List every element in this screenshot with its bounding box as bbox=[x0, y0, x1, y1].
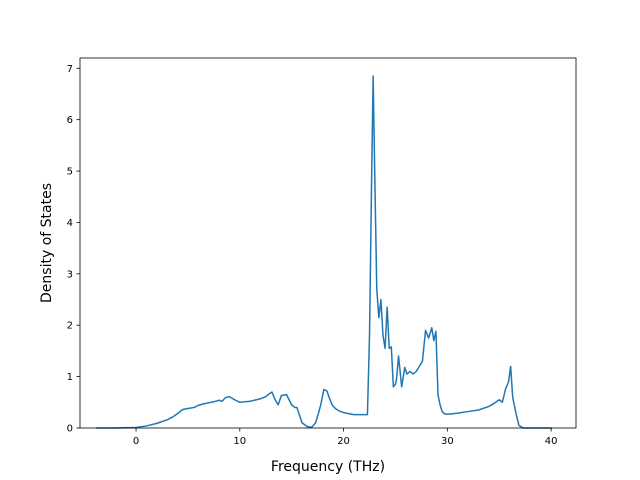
dos-series-line bbox=[95, 75, 552, 429]
y-tick-label: 0 bbox=[67, 424, 73, 435]
x-tick-label: 20 bbox=[337, 436, 350, 447]
x-tick-label: 40 bbox=[545, 436, 558, 447]
y-axis-ticks: 0 1 2 3 4 5 6 7 bbox=[67, 64, 80, 435]
y-tick-label: 1 bbox=[67, 372, 73, 383]
y-tick-label: 2 bbox=[67, 321, 73, 332]
x-tick-label: 30 bbox=[441, 436, 454, 447]
plot-area bbox=[80, 58, 576, 428]
y-tick-label: 4 bbox=[67, 218, 73, 229]
x-tick-label: 0 bbox=[133, 436, 139, 447]
y-axis-title: Density of States bbox=[39, 183, 55, 303]
x-axis-ticks: 0 10 20 30 40 bbox=[133, 428, 558, 447]
y-tick-label: 6 bbox=[67, 115, 73, 126]
x-axis-title: Frequency (THz) bbox=[271, 459, 385, 475]
plot-frame bbox=[79, 57, 577, 429]
y-tick-label: 5 bbox=[67, 167, 73, 178]
y-tick-label: 3 bbox=[67, 269, 73, 280]
y-tick-label: 7 bbox=[67, 64, 73, 75]
series-layer bbox=[95, 75, 552, 429]
x-tick-label: 10 bbox=[233, 436, 246, 447]
